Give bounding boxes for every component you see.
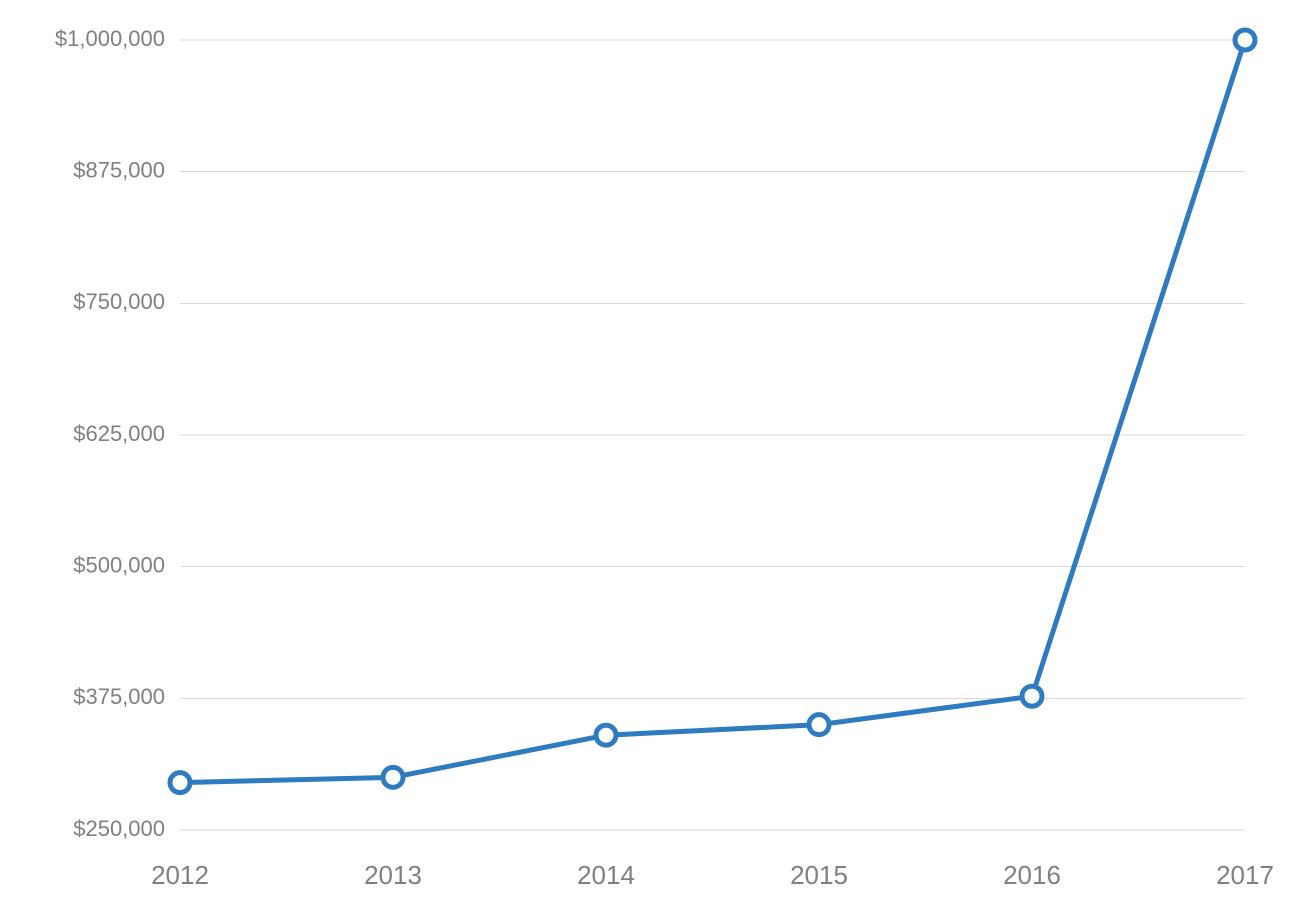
y-axis-label: $500,000 bbox=[73, 552, 165, 577]
data-point bbox=[809, 715, 829, 735]
y-axis-label: $875,000 bbox=[73, 157, 165, 182]
data-point bbox=[596, 725, 616, 745]
y-axis-label: $1,000,000 bbox=[55, 26, 165, 51]
data-point bbox=[383, 767, 403, 787]
y-axis-label: $375,000 bbox=[73, 684, 165, 709]
x-axis-label: 2016 bbox=[1003, 860, 1061, 890]
y-axis-label: $250,000 bbox=[73, 816, 165, 841]
x-axis-label: 2017 bbox=[1216, 860, 1274, 890]
data-point bbox=[1235, 30, 1255, 50]
x-axis-label: 2014 bbox=[577, 860, 635, 890]
data-point bbox=[170, 773, 190, 793]
x-axis-label: 2012 bbox=[151, 860, 209, 890]
y-axis-label: $625,000 bbox=[73, 421, 165, 446]
x-axis-label: 2015 bbox=[790, 860, 848, 890]
line-chart-svg: $250,000 $375,000 $500,000 $625,000 $750,000… bbox=[0, 0, 1290, 922]
y-axis-label: $750,000 bbox=[73, 289, 165, 314]
x-axis-label: 2013 bbox=[364, 860, 422, 890]
line-chart: $250,000 $375,000 $500,000 $625,000 $750,000… bbox=[0, 0, 1290, 922]
data-point bbox=[1022, 686, 1042, 706]
